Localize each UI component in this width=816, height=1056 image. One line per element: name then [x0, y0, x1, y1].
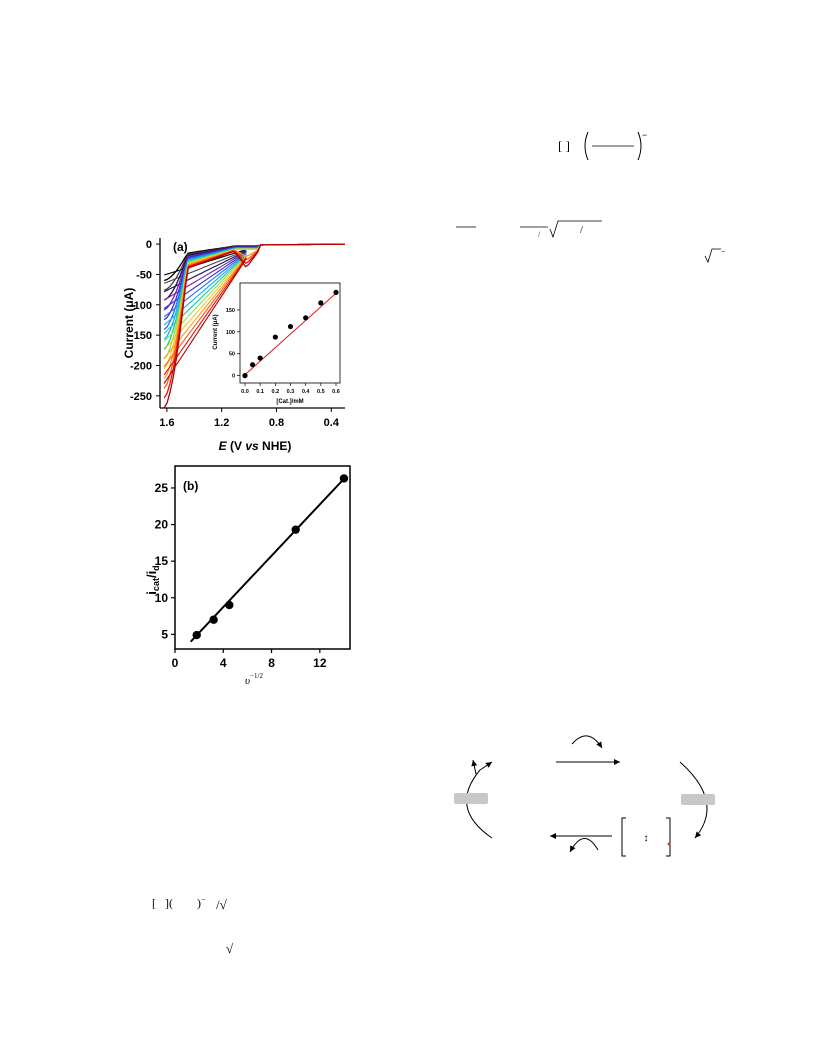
figure-a-axes: [159, 238, 345, 409]
inset-data-point: [318, 300, 324, 306]
x-tick-label: 1.6: [159, 417, 174, 429]
inset-ylabel: Current (μA): [213, 314, 219, 349]
figure-b-panel-label: (b): [183, 479, 198, 493]
inset-x-tick-label: 0.2: [272, 389, 280, 395]
equation-4-sup: −: [200, 895, 206, 904]
bracket-arrow-icon: ↕: [644, 833, 649, 844]
y-tick-label: -200: [130, 361, 152, 373]
inset-data-point: [257, 355, 263, 361]
bottom-reaction-arrow: [550, 833, 612, 853]
inset-x-tick-label: 0.0: [241, 389, 249, 395]
data-point: [339, 474, 349, 483]
equation-6: √: [226, 941, 233, 957]
radical-dot: [667, 842, 671, 846]
figure-b-x-ticks: 0 4 8 12: [172, 649, 327, 670]
y-tick-label: 20: [155, 518, 169, 532]
y-tick-label: -250: [130, 391, 152, 403]
x-tick-label: 12: [313, 656, 327, 670]
figure-b: 5 10 15 20 25 0 4 8 12 (b) icat/id υ−1/2: [144, 465, 351, 687]
figure-b-frame: [174, 465, 351, 650]
equation-1-sup: −: [642, 130, 647, 140]
catalytic-scheme: ↕: [454, 735, 715, 857]
cv-curve: [163, 243, 345, 409]
y-tick-label: -150: [130, 330, 152, 342]
figure-a-panel-label: (a): [173, 240, 188, 254]
y-tick-label: 0: [146, 239, 152, 251]
figure-a-x-ticks: 1.6 1.2 0.8 0.4: [159, 408, 340, 429]
inset-x-tick-label: 0.1: [256, 389, 264, 395]
inset-y-tick-label: 100: [226, 330, 235, 336]
data-point: [291, 525, 300, 534]
x-tick-label: 0.8: [269, 417, 284, 429]
figure-b-y-ticks: 5 10 15 20 25: [155, 481, 175, 641]
y-tick-label: -50: [136, 269, 152, 281]
inset-y-tick-label: 0: [232, 374, 235, 380]
inset-data-point: [287, 323, 294, 330]
equation-2-frac: /: [538, 230, 541, 239]
x-tick-label: 4: [220, 656, 227, 670]
inset-x-tick-label: 0.6: [332, 389, 340, 395]
equation-1-bracket: [ ]: [558, 138, 570, 153]
inset-data-point: [249, 362, 256, 368]
equation-1-paren-group: −: [584, 130, 647, 161]
equation-6-text: √: [226, 941, 234, 956]
inset-data-point: [333, 289, 339, 295]
figure-a-xlabel: E (V vs NHE): [219, 439, 292, 453]
inset-x-tick-label: 0.3: [287, 389, 295, 395]
y-tick-label: 15: [155, 554, 169, 568]
inset-data-point: [272, 334, 278, 340]
x-tick-label: 8: [268, 656, 275, 670]
equation-3-sup: −: [721, 249, 725, 256]
equation-3-sqrt: −: [704, 248, 725, 264]
y-tick-label: 25: [155, 481, 169, 495]
fit-line: [189, 475, 348, 643]
x-tick-label: 0.4: [324, 417, 340, 429]
data-point: [192, 630, 201, 640]
equation-5-text: /√: [216, 897, 227, 912]
inset-x-tick-label: 0.4: [302, 389, 311, 395]
left-cycle-arrow: [466, 759, 493, 839]
data-point: [225, 600, 234, 610]
y-tick-label: 5: [161, 627, 168, 641]
x-tick-label: 1.2: [214, 417, 229, 429]
left-species-box: [454, 793, 488, 804]
figure-b-xlabel: υ−1/2: [245, 672, 263, 687]
inset-points: [242, 289, 339, 379]
bracketed-intermediate: ↕: [621, 817, 671, 857]
inset-y-tick-label: 50: [229, 352, 235, 358]
figure-a-inset: 0.0 0.1 0.2 0.3 0.4 0.5 0.6 0 50 100 150 Current (…: [213, 282, 341, 405]
figure-a-ylabel: Current (μA): [122, 288, 136, 359]
figure-b-ylabel: icat/id: [144, 565, 161, 594]
equation-1: [ ]: [558, 138, 570, 154]
figure-a-curves: [163, 243, 345, 409]
inset-ticks: 0.0 0.1 0.2 0.3 0.4 0.5 0.6 0 50 100 150: [226, 308, 340, 395]
equation-5: /√: [216, 897, 227, 913]
inset-xlabel: [Cat.]/mM: [276, 399, 303, 405]
inset-fit-line: [244, 292, 337, 376]
equation-2: / /: [456, 220, 602, 239]
cv-curve-return: [163, 250, 247, 293]
figure-a-y-ticks: 0 -50 -100 -150 -200 -250: [130, 239, 160, 403]
figure-b-points: [189, 474, 349, 643]
right-species-box: [681, 794, 715, 805]
y-tick-label: -100: [130, 300, 152, 312]
cv-curve-return: [163, 258, 247, 384]
equation-2-frac-2: /: [580, 224, 584, 236]
top-reaction-arrow: [556, 735, 620, 765]
inset-data-point: [303, 315, 309, 321]
cv-curve-return: [163, 257, 247, 376]
data-point: [209, 615, 218, 624]
inset-x-tick-label: 0.5: [317, 389, 325, 395]
inset-y-tick-label: 150: [226, 308, 235, 314]
inset-data-point: [242, 373, 248, 379]
figure-a: 0 -50 -100 -150 -200 -250 1.6 1.2 0.8 0.4 (a) Cu…: [122, 238, 345, 453]
equation-4-text: [ ]( ): [152, 896, 201, 910]
cv-curve-return: [163, 249, 247, 284]
x-tick-label: 0: [172, 656, 179, 670]
y-tick-label: 10: [155, 591, 169, 605]
equation-4: [ ]( )−: [146, 880, 206, 911]
